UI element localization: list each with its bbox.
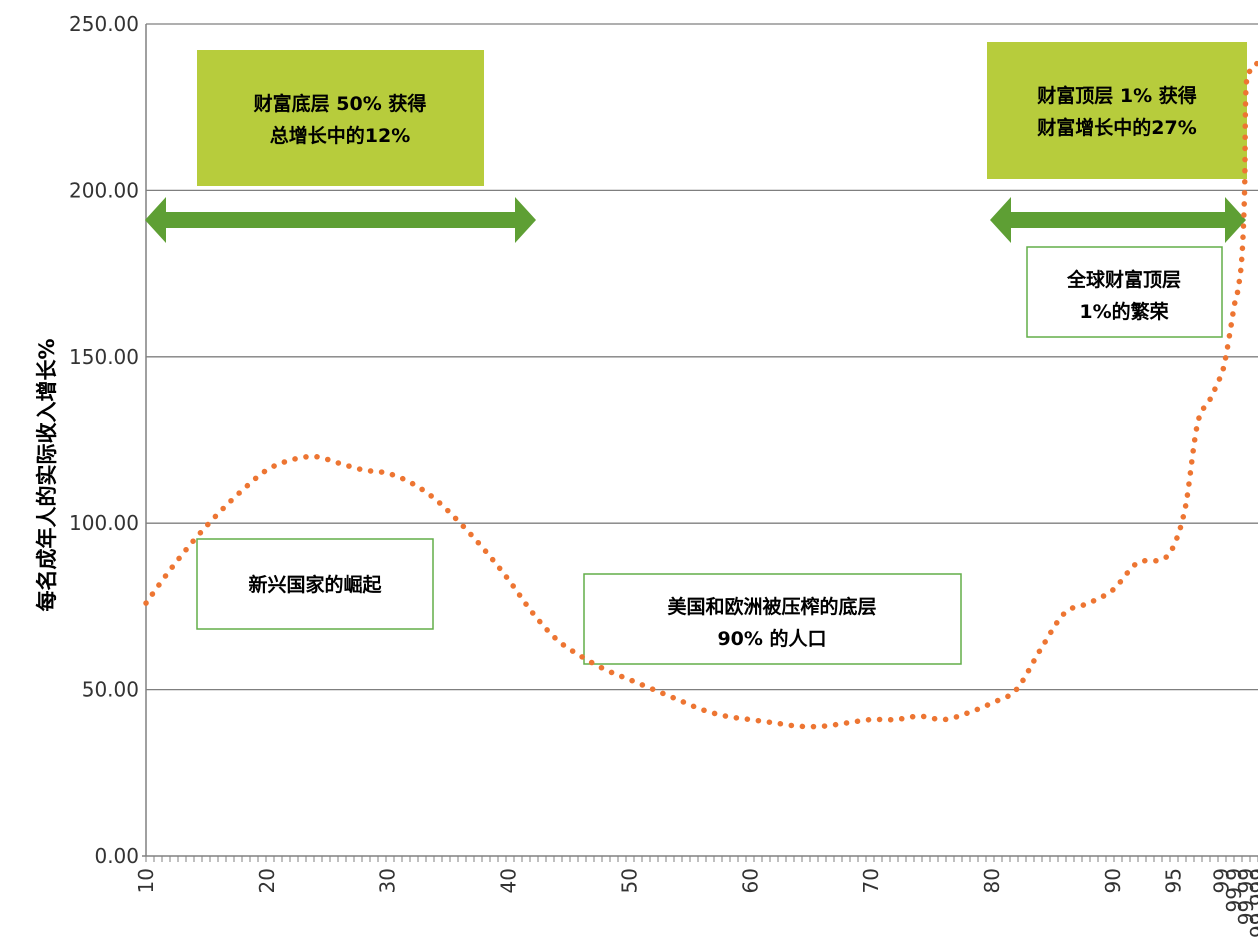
- double-arrow-bottom-50: [145, 197, 536, 243]
- annotation-global-top-1-line2: 1%的繁荣: [1079, 300, 1168, 323]
- annotation-top-1-box: [987, 42, 1247, 179]
- x-tick-label: 99.99: [1234, 868, 1258, 925]
- annotation-top-1-line2: 财富增长中的27%: [1037, 116, 1196, 139]
- y-tick-label: 0.00: [94, 844, 139, 868]
- annotation-emerging-box: [196, 538, 434, 630]
- x-tick-label: 20: [255, 868, 279, 893]
- x-tick-label: 80: [980, 868, 1004, 893]
- y-tick-label: 250.00: [69, 12, 139, 36]
- x-tick-label: 99.9: [1222, 868, 1246, 913]
- annotation-bottom-50-line1: 财富底层 50% 获得: [254, 92, 427, 115]
- annotation-top-1-line1: 财富顶层 1% 获得: [1037, 84, 1197, 107]
- x-tick-label: 99.999: [1246, 868, 1258, 938]
- annotation-bottom-50: 财富底层 50% 获得 总增长中的12%: [197, 50, 484, 186]
- x-tick-label: 10: [134, 868, 158, 893]
- x-tick-label: 99: [1210, 868, 1234, 893]
- annotation-top-1: 财富顶层 1% 获得 财富增长中的27%: [987, 42, 1247, 179]
- grid-lines: [146, 23, 1258, 691]
- y-tick-labels: 0.00 50.00 100.00 150.00 200.00 250.00: [69, 12, 139, 868]
- axes: [142, 24, 1258, 862]
- annotation-squeezed-line2: 90% 的人口: [717, 627, 826, 650]
- x-tick-label: 95: [1161, 868, 1185, 893]
- annotation-squeezed: 美国和欧洲被压榨的底层 90% 的人口: [583, 573, 962, 665]
- annotation-squeezed-line1: 美国和欧洲被压榨的底层: [667, 595, 876, 618]
- annotation-emerging-text: 新兴国家的崛起: [248, 573, 382, 596]
- x-tick-label: 70: [859, 868, 883, 893]
- x-tick-label: 90: [1101, 868, 1125, 893]
- y-tick-label: 150.00: [69, 345, 139, 369]
- y-axis-label: 每名成年人的实际收入增长%: [35, 338, 59, 611]
- y-tick-label: 50.00: [82, 678, 139, 702]
- annotation-global-top-1-box: [1026, 246, 1223, 338]
- x-tick-label: 60: [738, 868, 762, 893]
- x-tick-label: 30: [376, 868, 400, 893]
- annotation-global-top-1: 全球财富顶层 1%的繁荣: [1026, 246, 1223, 338]
- x-tick-label: 40: [497, 868, 521, 893]
- annotation-global-top-1-line1: 全球财富顶层: [1066, 268, 1181, 291]
- y-tick-label: 200.00: [69, 178, 139, 202]
- x-tick-label: 50: [617, 868, 641, 893]
- annotation-bottom-50-box: [197, 50, 484, 186]
- y-tick-label: 100.00: [69, 511, 139, 535]
- income-growth-curve: [143, 57, 1258, 730]
- double-arrow-top-1: [990, 197, 1246, 243]
- annotation-emerging: 新兴国家的崛起: [196, 538, 434, 630]
- annotation-squeezed-box: [583, 573, 962, 665]
- curve-layer: [143, 57, 1258, 730]
- annotation-bottom-50-line2: 总增长中的12%: [270, 124, 410, 147]
